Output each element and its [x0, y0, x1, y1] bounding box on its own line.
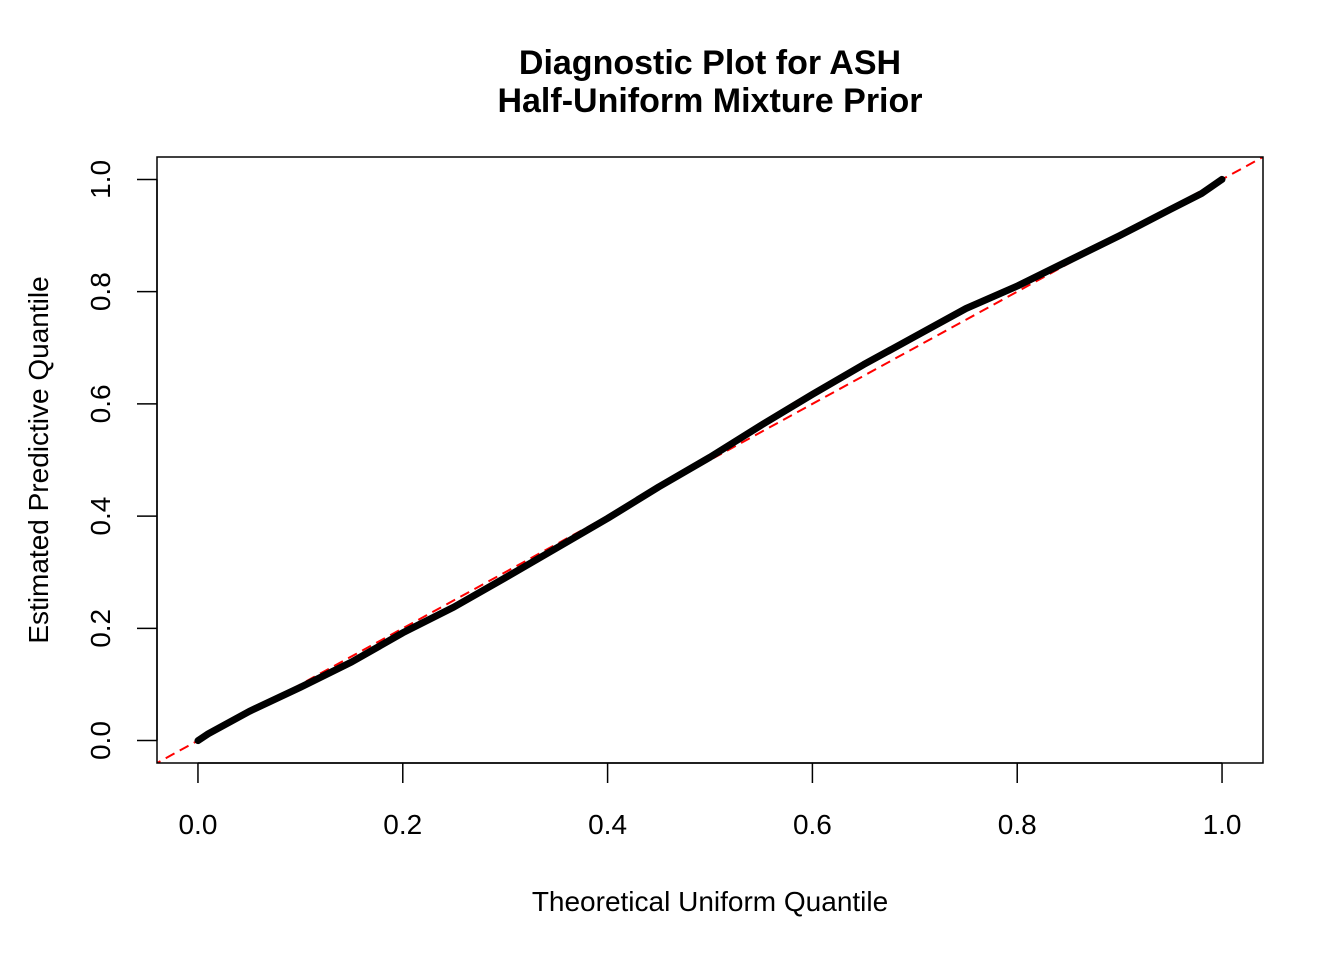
x-tick-label: 0.2 [383, 809, 422, 840]
x-tick-label: 0.8 [998, 809, 1037, 840]
y-tick-label: 0.6 [85, 384, 116, 423]
x-tick-label: 1.0 [1203, 809, 1242, 840]
y-tick-label: 0.2 [85, 609, 116, 648]
y-tick-label: 0.8 [85, 272, 116, 311]
y-tick-label: 0.4 [85, 497, 116, 536]
chart-title: Diagnostic Plot for ASH [519, 44, 901, 82]
chart-subtitle: Half-Uniform Mixture Prior [497, 82, 922, 120]
y-tick-label: 1.0 [85, 160, 116, 199]
x-tick-label: 0.4 [588, 809, 627, 840]
x-axis-label: Theoretical Uniform Quantile [532, 886, 888, 917]
x-tick-label: 0.6 [793, 809, 832, 840]
x-tick-label: 0.0 [178, 809, 217, 840]
series-line [194, 175, 1226, 745]
y-tick-label: 0.0 [85, 721, 116, 760]
y-axis-label: Estimated Predictive Quantile [23, 276, 54, 643]
